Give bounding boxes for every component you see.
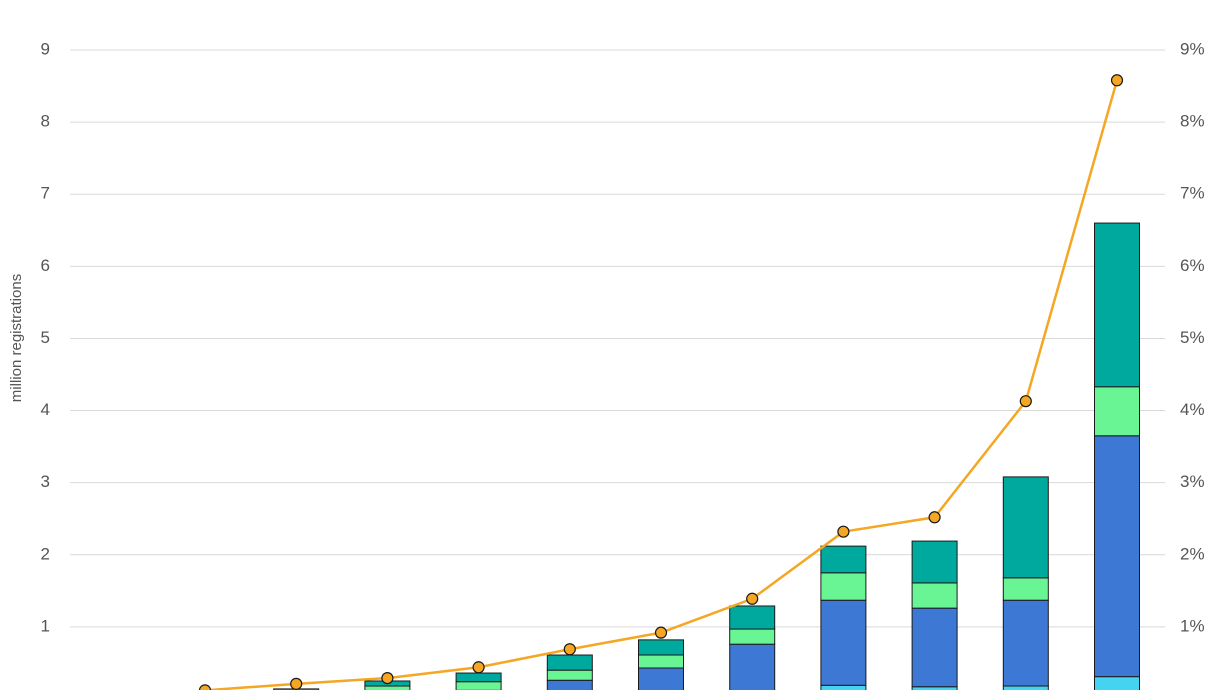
bar-segment bbox=[729, 605, 776, 630]
bar-segment bbox=[1002, 476, 1049, 579]
bar-segment bbox=[820, 545, 867, 574]
line-marker bbox=[1019, 395, 1032, 408]
y2-tick-label: 9% bbox=[1180, 39, 1205, 58]
line-marker bbox=[837, 525, 850, 538]
line bbox=[204, 79, 1119, 690]
bar-segment bbox=[1094, 222, 1140, 388]
y2-tick-label: 2% bbox=[1180, 544, 1205, 563]
bar-segment bbox=[638, 667, 684, 690]
y-tick-label: 2 bbox=[41, 544, 50, 563]
bar-segment bbox=[820, 684, 867, 690]
line-marker bbox=[563, 643, 576, 656]
line-marker bbox=[198, 684, 212, 690]
line-marker bbox=[1110, 74, 1124, 87]
line-marker bbox=[472, 661, 485, 674]
bar-segment bbox=[455, 681, 502, 690]
line-marker bbox=[290, 677, 303, 690]
y-tick-label: 4 bbox=[41, 400, 50, 419]
line-marker bbox=[928, 511, 941, 524]
y2-tick-label: 6% bbox=[1180, 256, 1205, 275]
y2-tick-label: 7% bbox=[1180, 184, 1205, 203]
bar-segment bbox=[364, 685, 411, 690]
bar-segment bbox=[455, 672, 502, 683]
y-tick-label: 8 bbox=[41, 112, 50, 131]
bar-segment bbox=[1094, 386, 1140, 437]
y2-tick-label: 1% bbox=[1180, 616, 1205, 635]
line-marker bbox=[746, 592, 759, 605]
line-marker bbox=[654, 626, 668, 639]
bar-segment bbox=[911, 582, 958, 609]
bar-segment bbox=[1094, 676, 1140, 690]
line-marker bbox=[381, 671, 394, 685]
bar-segment bbox=[1002, 685, 1049, 690]
y2-tick-label: 3% bbox=[1180, 472, 1205, 491]
y-tick-label: 1 bbox=[41, 616, 50, 635]
bar-segment bbox=[729, 643, 776, 690]
bar-segment bbox=[911, 540, 958, 584]
y-axis-label: million registrations bbox=[8, 274, 25, 402]
y-tick-label: 7 bbox=[41, 184, 50, 203]
bar-segment bbox=[1002, 577, 1049, 601]
y-tick-label: 3 bbox=[41, 472, 50, 491]
y-tick-label: 9 bbox=[41, 39, 50, 58]
bar-segment bbox=[638, 639, 684, 656]
bar-segment bbox=[638, 654, 684, 669]
bar-segment bbox=[546, 654, 593, 671]
bar-segment bbox=[729, 628, 776, 645]
y2-tick-label: 4% bbox=[1180, 400, 1205, 419]
bar-segment bbox=[1094, 435, 1140, 678]
y2-tick-label: 5% bbox=[1180, 328, 1205, 347]
bar-segment bbox=[1002, 599, 1049, 687]
y-tick-label: 5 bbox=[41, 328, 50, 347]
bar-segment bbox=[820, 599, 867, 686]
y2-tick-label: 8% bbox=[1180, 112, 1205, 131]
y-tick-label: 6 bbox=[41, 256, 50, 275]
bar-segment bbox=[911, 607, 958, 688]
bar-segment bbox=[546, 669, 593, 681]
bar-segment bbox=[546, 679, 593, 690]
bar-segment bbox=[820, 572, 867, 601]
